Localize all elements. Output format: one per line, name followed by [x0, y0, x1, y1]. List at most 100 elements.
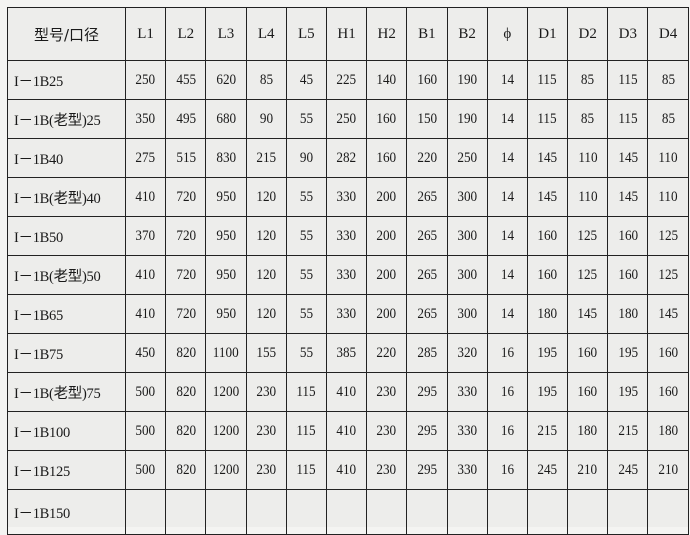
- value-cell: 950: [205, 255, 247, 295]
- cell-value: 410: [135, 188, 156, 205]
- cell-value: 14: [500, 110, 514, 127]
- cell-value: 85: [581, 110, 595, 127]
- value-cell: 14: [486, 99, 528, 139]
- header-d4: D4: [647, 7, 689, 61]
- cell-value: 330: [457, 422, 477, 439]
- cell-value: 160: [577, 383, 598, 400]
- cell-value: 820: [175, 422, 196, 439]
- cell-value: 180: [617, 305, 638, 322]
- cell-value: 90: [299, 149, 313, 166]
- value-cell: 215: [526, 411, 569, 451]
- cell-value: 265: [417, 188, 437, 205]
- value-cell: 720: [165, 177, 207, 217]
- cell-value: 245: [617, 461, 638, 478]
- value-cell: 55: [285, 177, 327, 217]
- dimension-table-sheet: 型号/口径 L1 L2 L3 L4 L5 H1 H2 B1 B2 ϕ D1 D2 D3 D4 I－1B25 2…: [7, 7, 689, 535]
- cell-value: 330: [457, 383, 477, 400]
- cell-value: 300: [457, 305, 477, 322]
- cell-value: 1200: [212, 461, 240, 478]
- value-cell: [647, 489, 689, 535]
- value-cell: 85: [647, 99, 689, 139]
- value-cell: 120: [245, 177, 287, 217]
- cell-value: 250: [336, 110, 357, 127]
- value-cell: 245: [526, 450, 569, 490]
- value-cell: 250: [124, 60, 167, 100]
- value-cell: 120: [245, 255, 287, 295]
- cell-value: 215: [537, 422, 558, 439]
- value-cell: 230: [245, 411, 287, 451]
- cell-value: 410: [135, 305, 156, 322]
- cell-value: 410: [336, 383, 357, 400]
- value-cell: 1200: [205, 372, 247, 412]
- value-cell: 145: [607, 177, 649, 217]
- cell-value: 300: [457, 266, 477, 283]
- header-b2: B2: [446, 7, 488, 61]
- cell-value: 14: [500, 71, 514, 88]
- value-cell: 195: [526, 333, 569, 373]
- cell-value: 14: [500, 149, 514, 166]
- cell-value: 820: [175, 344, 196, 361]
- value-cell: 215: [245, 138, 287, 178]
- model-cell: I－1B(老型)25: [7, 99, 126, 139]
- value-cell: 455: [165, 60, 207, 100]
- table-row: I－1B25 250 455 620 85 45 225 140 160 190 14 115 85 11…: [7, 60, 689, 100]
- table-row: I－1B100 500 820 1200 230 115 410 230 295 330 16 215…: [7, 411, 689, 451]
- value-cell: 160: [366, 138, 408, 178]
- value-cell: 950: [205, 216, 247, 256]
- value-cell: 190: [446, 99, 488, 139]
- cell-value: 200: [376, 266, 397, 283]
- value-cell: [406, 489, 448, 535]
- table-row: I－1B(老型)40 410 720 950 120 55 330 200 265 300 14 14…: [7, 177, 689, 217]
- cell-value: 385: [336, 344, 357, 361]
- value-cell: 85: [567, 99, 609, 139]
- value-cell: 55: [285, 216, 327, 256]
- value-cell: 55: [285, 294, 327, 334]
- value-cell: 450: [124, 333, 167, 373]
- cell-value: 515: [175, 149, 196, 166]
- value-cell: 330: [325, 216, 368, 256]
- value-cell: 160: [567, 333, 609, 373]
- cell-value: 120: [256, 188, 277, 205]
- value-cell: 385: [325, 333, 368, 373]
- value-cell: 495: [165, 99, 207, 139]
- value-cell: 145: [567, 294, 609, 334]
- cell-value: 145: [537, 188, 558, 205]
- value-cell: 180: [607, 294, 649, 334]
- header-model-size: 型号/口径: [7, 7, 126, 61]
- value-cell: 160: [526, 255, 569, 295]
- table-row: I－1B(老型)25 350 495 680 90 55 250 160 150 190 14 115…: [7, 99, 689, 139]
- cell-value: 180: [658, 422, 678, 439]
- cell-value: 14: [500, 188, 514, 205]
- cell-value: 90: [259, 110, 273, 127]
- model-cell: I－1B25: [7, 60, 126, 100]
- value-cell: 110: [647, 138, 689, 178]
- value-cell: 295: [406, 411, 448, 451]
- value-cell: 330: [446, 372, 488, 412]
- value-cell: 160: [607, 255, 649, 295]
- value-cell: [567, 489, 609, 535]
- value-cell: [366, 489, 408, 535]
- header-l1: L1: [124, 7, 167, 61]
- cell-value: 230: [256, 383, 277, 400]
- cell-value: 195: [617, 344, 638, 361]
- model-cell: I－1B150: [7, 489, 126, 535]
- cell-value: 350: [135, 110, 156, 127]
- cell-value: 115: [537, 110, 558, 127]
- cell-value: 265: [417, 305, 437, 322]
- cell-value: 180: [537, 305, 558, 322]
- value-cell: 180: [567, 411, 609, 451]
- cell-value: 250: [457, 149, 477, 166]
- header-h1: H1: [325, 7, 368, 61]
- value-cell: 55: [285, 99, 327, 139]
- cell-value: 295: [417, 422, 437, 439]
- cell-value: 220: [417, 149, 437, 166]
- cell-value: 265: [417, 227, 437, 244]
- cell-value: 330: [457, 461, 477, 478]
- value-cell: 110: [567, 177, 609, 217]
- cell-value: 145: [617, 149, 638, 166]
- cell-value: 265: [417, 266, 437, 283]
- cell-value: 245: [537, 461, 558, 478]
- value-cell: 160: [607, 216, 649, 256]
- value-cell: 720: [165, 216, 207, 256]
- value-cell: 300: [446, 255, 488, 295]
